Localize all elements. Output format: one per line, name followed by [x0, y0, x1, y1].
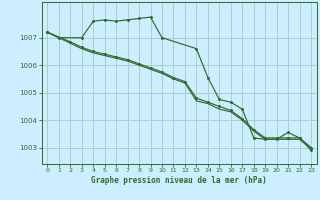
X-axis label: Graphe pression niveau de la mer (hPa): Graphe pression niveau de la mer (hPa)	[91, 176, 267, 185]
